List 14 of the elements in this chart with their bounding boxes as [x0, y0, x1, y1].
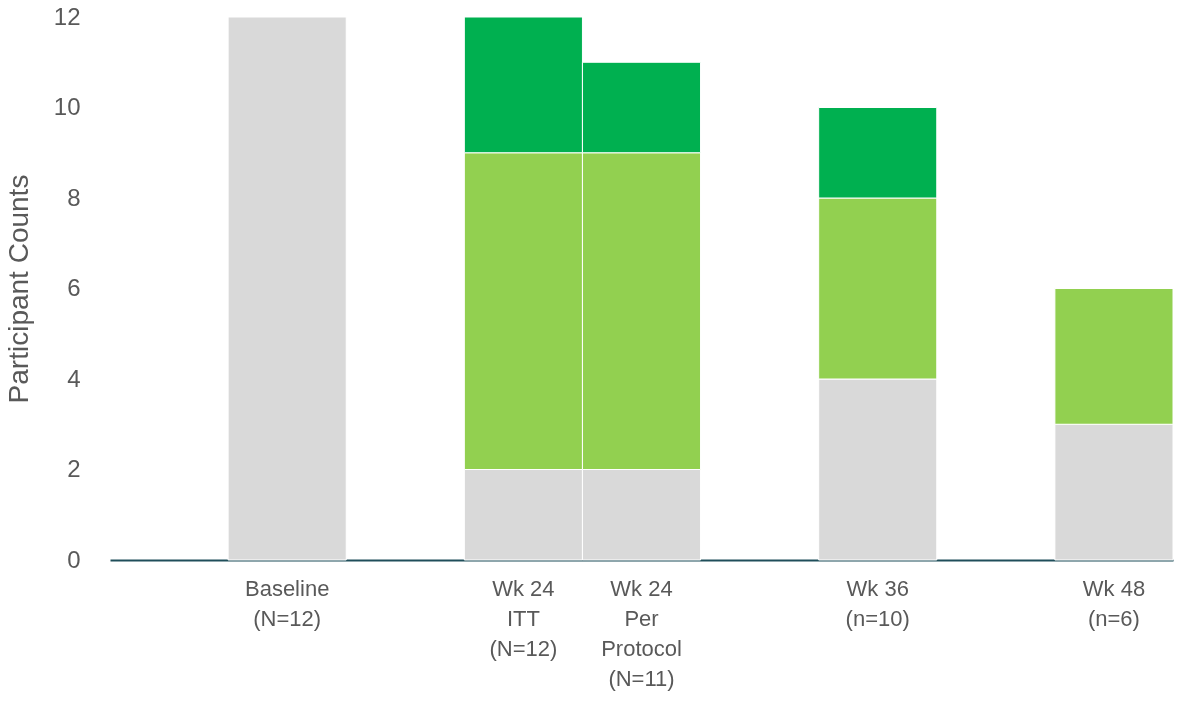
y-tick-label: 8: [67, 183, 81, 211]
y-tick-label: 12: [53, 2, 81, 30]
y-axis-title: Participant Counts: [2, 174, 34, 404]
y-tick-label: 10: [53, 93, 81, 120]
x-tick-label: Wk 36 (n=10): [845, 575, 910, 631]
y-tick-label: 2: [67, 455, 81, 482]
bar: [227, 16, 347, 561]
x-tick-label: Wk 48 (n=6): [1082, 575, 1146, 631]
y-tick-label: 4: [67, 364, 81, 392]
x-tick-label: Baseline (N=12): [244, 575, 330, 631]
x-tick-label: Wk 24 Per Protocol (N=11): [601, 575, 682, 691]
y-tick-label: 6: [67, 274, 81, 301]
x-tick-label: Wk 24 ITT (N=12): [489, 575, 558, 661]
y-tick-label: 0: [67, 545, 81, 573]
